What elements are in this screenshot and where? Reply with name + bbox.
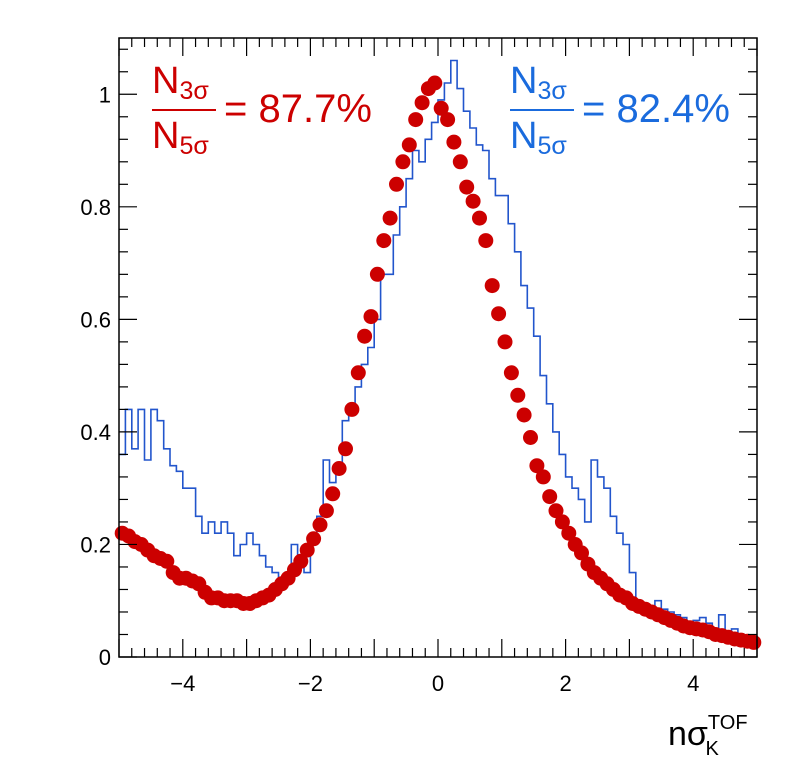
x-axis-label-sup: TOF: [708, 712, 748, 734]
ratio-denominator: N5σ: [152, 115, 209, 160]
data-point: [414, 95, 430, 111]
y-tick-label: 0: [99, 645, 111, 670]
y-tick-label: 0.4: [80, 420, 111, 445]
data-point: [484, 278, 500, 294]
ratio-numerator-sub: 3σ: [537, 77, 567, 105]
data-point: [159, 553, 175, 569]
x-tick-label: 0: [432, 671, 444, 696]
ratio-numerator-letter: N: [510, 60, 537, 102]
data-point: [338, 441, 353, 457]
x-tick-labels: −4 −2 0 2 4: [170, 671, 699, 696]
ratio-numerator-sub: 3σ: [179, 77, 209, 105]
ratio-denominator-sub: 5σ: [179, 132, 209, 160]
data-point: [306, 531, 322, 547]
ratio-numerator: N3σ: [152, 60, 209, 105]
data-point: [389, 176, 404, 192]
data-point: [529, 458, 545, 474]
data-point: [440, 112, 456, 128]
histogram-series: [119, 59, 757, 641]
x-tick-label: 4: [687, 671, 699, 696]
ratio-value: = 82.4%: [582, 87, 730, 131]
y-tick-label: 0.8: [80, 195, 111, 220]
data-point: [312, 517, 328, 533]
ratio-denominator: N5σ: [510, 115, 567, 160]
y-tick-labels: 0 0.2 0.4 0.6 0.8 1: [80, 82, 111, 670]
data-point: [427, 75, 443, 91]
data-point: [746, 634, 762, 650]
data-point: [331, 461, 347, 476]
ratio-denominator-sub: 5σ: [537, 132, 567, 160]
data-point: [548, 503, 564, 519]
data-point: [452, 154, 468, 170]
ratio-numerator-letter: N: [152, 60, 179, 102]
data-point: [369, 266, 385, 282]
data-point: [446, 134, 462, 150]
ratio-denominator-letter: N: [152, 115, 179, 157]
ratio-value: = 87.7%: [224, 87, 372, 131]
data-point: [357, 328, 373, 344]
data-point: [472, 210, 487, 226]
histogram-line: [119, 59, 757, 641]
data-point: [554, 514, 570, 530]
data-point: [318, 503, 334, 519]
data-point: [491, 306, 507, 322]
data-point: [376, 233, 392, 249]
data-point: [478, 233, 494, 249]
x-axis-label-sub: K: [706, 738, 720, 760]
y-tick-label: 1: [99, 82, 111, 107]
ratio-annotation-blue: N3σ N5σ = 82.4%: [510, 60, 730, 160]
data-point: [516, 407, 532, 423]
data-point: [574, 545, 589, 561]
data-point: [401, 137, 417, 153]
data-point: [433, 100, 449, 116]
data-point: [542, 489, 558, 505]
data-point: [408, 112, 424, 128]
data-point: [535, 469, 551, 485]
data-point: [395, 154, 411, 170]
data-point: [299, 542, 315, 558]
x-tick-label: −4: [170, 671, 195, 696]
data-point: [325, 486, 341, 502]
x-tick-label: 2: [559, 671, 571, 696]
data-point: [382, 210, 398, 226]
y-tick-label: 0.6: [80, 307, 111, 332]
x-tick-label: −2: [298, 671, 323, 696]
x-axis-label-main: nσ: [668, 715, 708, 753]
data-point: [503, 365, 519, 381]
data-point: [293, 553, 309, 569]
data-point: [523, 430, 538, 445]
data-point: [510, 387, 526, 403]
data-point: [459, 179, 475, 195]
axis-ticks: [118, 38, 758, 658]
data-point: [465, 193, 481, 209]
ratio-numerator: N3σ: [510, 60, 567, 105]
ratio-annotation-red: N3σ N5σ = 87.7%: [152, 60, 372, 160]
ratio-denominator-letter: N: [510, 115, 537, 157]
y-tick-label: 0.2: [80, 532, 111, 557]
x-axis-label: nσTOF K: [668, 712, 748, 760]
marker-series: [114, 75, 762, 650]
data-point: [497, 334, 513, 350]
data-point: [344, 401, 360, 417]
data-point: [363, 309, 379, 325]
data-point: [350, 365, 366, 381]
data-point: [561, 525, 577, 541]
